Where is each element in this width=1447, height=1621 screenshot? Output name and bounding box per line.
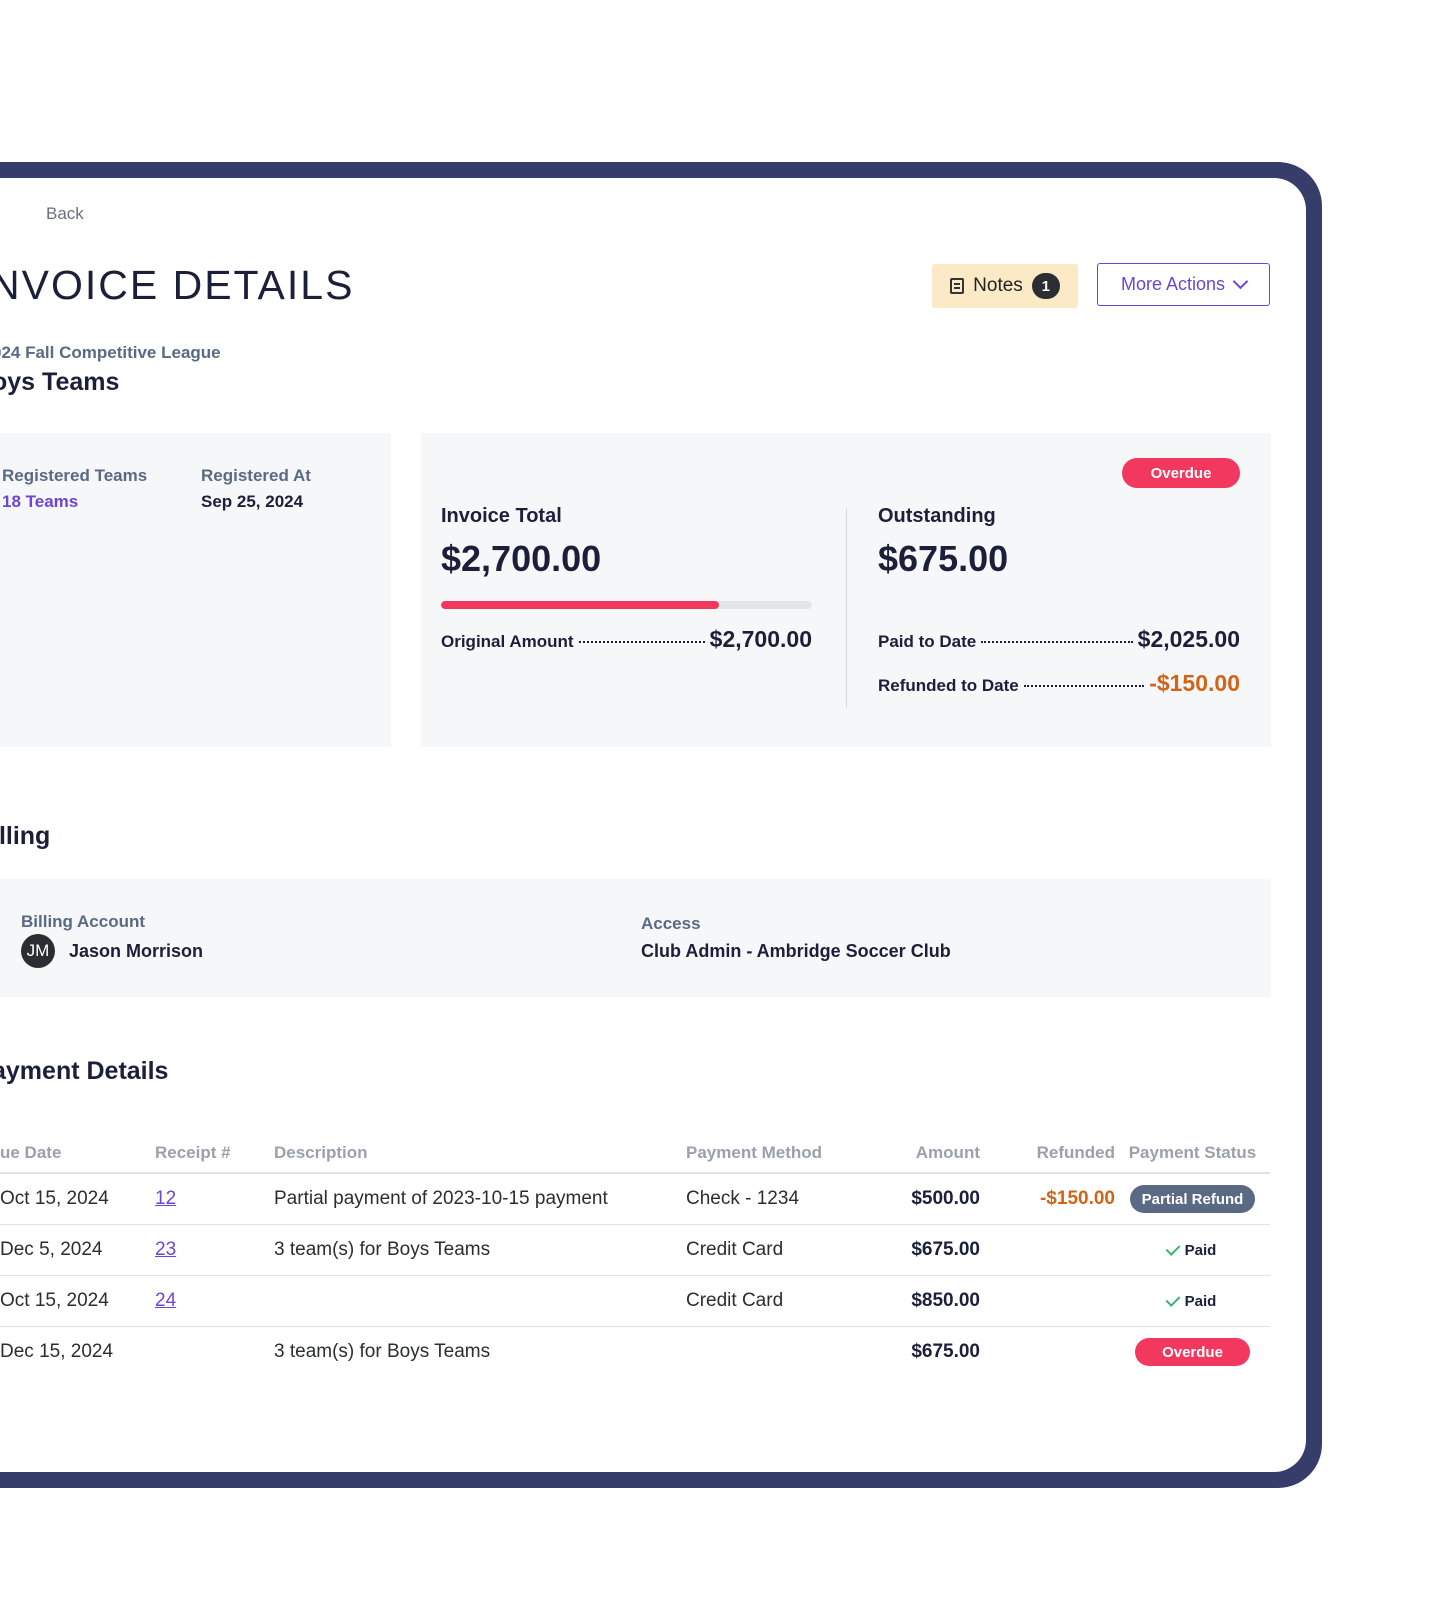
due-date-cell: Oct 15, 2024 <box>0 1173 155 1225</box>
payment-method-cell: Check - 1234 <box>686 1173 866 1225</box>
receipt-cell <box>155 1327 274 1378</box>
status-paid: Paid <box>1165 1241 1217 1259</box>
billing-account-name: Jason Morrison <box>69 941 204 961</box>
back-link[interactable]: Back <box>46 204 84 223</box>
billing-card <box>0 879 1271 997</box>
payment-progress-bar <box>441 601 812 609</box>
outstanding-value: $675.00 <box>878 538 1009 579</box>
notes-count-badge: 1 <box>1031 273 1060 299</box>
registered-teams-label: Registered Teams <box>2 466 148 485</box>
dot-leader <box>1023 685 1145 687</box>
access-value: Club Admin - Ambridge Soccer Club <box>641 941 951 961</box>
amount-cell: $675.00 <box>911 1341 980 1362</box>
invoice-total-label: Invoice Total <box>441 505 562 527</box>
paid-to-date-row: Paid to Date $2,025.00 <box>878 626 1240 653</box>
payment-method-cell: Credit Card <box>686 1275 866 1327</box>
refunded-to-date-value: -$150.00 <box>1149 670 1240 696</box>
original-amount-label: Original Amount <box>441 632 574 651</box>
receipt-link[interactable]: 23 <box>155 1239 177 1260</box>
access-label: Access <box>641 914 701 933</box>
refunded-cell <box>980 1327 1115 1378</box>
amount-cell: $850.00 <box>866 1275 980 1327</box>
avatar: JM <box>21 934 55 968</box>
receipt-link[interactable]: 12 <box>155 1188 177 1209</box>
payment-details-table: ue Date Receipt # Description Payment Me… <box>0 1134 1270 1377</box>
outstanding-label: Outstanding <box>878 505 996 527</box>
league-name: 024 Fall Competitive League <box>0 343 221 362</box>
table-row: Dec 5, 2024 23 3 team(s) for Boys Teams … <box>0 1224 1270 1276</box>
registered-at-value: Sep 25, 2024 <box>201 492 304 511</box>
dot-leader <box>981 641 1133 643</box>
table-row: Oct 15, 2024 24 Credit Card $850.00 Paid <box>0 1275 1270 1327</box>
column-header-receipt[interactable]: Receipt # <box>155 1134 274 1174</box>
status-label: Paid <box>1184 1242 1217 1259</box>
refunded-cell: -$150.00 <box>980 1173 1115 1225</box>
group-name: oys Teams <box>0 368 120 396</box>
chevron-down-icon <box>1232 273 1249 290</box>
status-paid: Paid <box>1165 1292 1217 1310</box>
page-title: NVOICE DETAILS <box>0 262 355 308</box>
status-badge: Partial Refund <box>1129 1185 1256 1213</box>
refunded-cell <box>980 1275 1115 1327</box>
due-date-cell: Oct 15, 2024 <box>0 1275 155 1327</box>
registered-teams-link[interactable]: 18 Teams <box>2 492 79 511</box>
billing-section-title: illing <box>0 822 51 850</box>
billing-account-label: Billing Account <box>21 912 146 931</box>
refunded-to-date-row: Refunded to Date -$150.00 <box>878 670 1240 697</box>
receipt-link[interactable]: 24 <box>155 1290 177 1311</box>
payment-details-section-title: ayment Details <box>0 1057 169 1085</box>
column-header-description[interactable]: Description <box>274 1134 686 1174</box>
description-cell <box>274 1275 686 1327</box>
notes-button[interactable]: Notes 1 <box>932 264 1078 308</box>
status-badge: Overdue <box>1135 1338 1250 1366</box>
original-amount-row: Original Amount $2,700.00 <box>441 626 812 653</box>
refunded-to-date-label: Refunded to Date <box>878 676 1019 695</box>
amount-cell: $675.00 <box>866 1224 980 1276</box>
description-cell: Partial payment of 2023-10-15 payment <box>274 1173 686 1225</box>
refunded-cell <box>980 1224 1115 1276</box>
notes-label: Notes <box>973 275 1023 296</box>
due-date-cell: Dec 15, 2024 <box>0 1341 114 1362</box>
dot-leader <box>578 641 705 643</box>
due-date-cell: Dec 5, 2024 <box>0 1224 155 1276</box>
invoice-total-value: $2,700.00 <box>441 538 602 579</box>
check-icon <box>1165 1241 1181 1256</box>
amount-cell: $500.00 <box>866 1173 980 1225</box>
status-label: Paid <box>1184 1293 1217 1310</box>
column-header-payment-method[interactable]: Payment Method <box>686 1134 866 1174</box>
paid-to-date-label: Paid to Date <box>878 632 977 651</box>
table-header-row: ue Date Receipt # Description Payment Me… <box>0 1134 1270 1174</box>
notes-icon <box>950 278 965 294</box>
registration-card <box>0 433 391 747</box>
column-header-payment-status[interactable]: Payment Status <box>1115 1134 1270 1174</box>
column-header-amount[interactable]: Amount <box>866 1134 980 1174</box>
check-icon <box>1165 1292 1181 1307</box>
more-actions-label: More Actions <box>1120 274 1226 294</box>
column-header-due-date[interactable]: ue Date <box>0 1134 155 1174</box>
payment-method-cell <box>686 1327 866 1378</box>
payment-progress-fill <box>441 601 720 609</box>
column-header-refunded[interactable]: Refunded <box>980 1134 1115 1174</box>
description-cell: 3 team(s) for Boys Teams <box>274 1224 686 1276</box>
paid-to-date-value: $2,025.00 <box>1137 626 1240 652</box>
payment-method-cell: Credit Card <box>686 1224 866 1276</box>
more-actions-button[interactable]: More Actions <box>1097 263 1270 306</box>
summary-divider <box>846 508 847 708</box>
registered-at-label: Registered At <box>201 466 311 485</box>
description-cell: 3 team(s) for Boys Teams <box>274 1341 491 1362</box>
status-badge: Overdue <box>1122 458 1240 488</box>
table-row: Oct 15, 2024 12 Partial payment of 2023-… <box>0 1173 1270 1225</box>
original-amount-value: $2,700.00 <box>709 626 812 652</box>
table-row: Dec 15, 2024 3 team(s) for Boys Teams $6… <box>0 1327 1270 1378</box>
